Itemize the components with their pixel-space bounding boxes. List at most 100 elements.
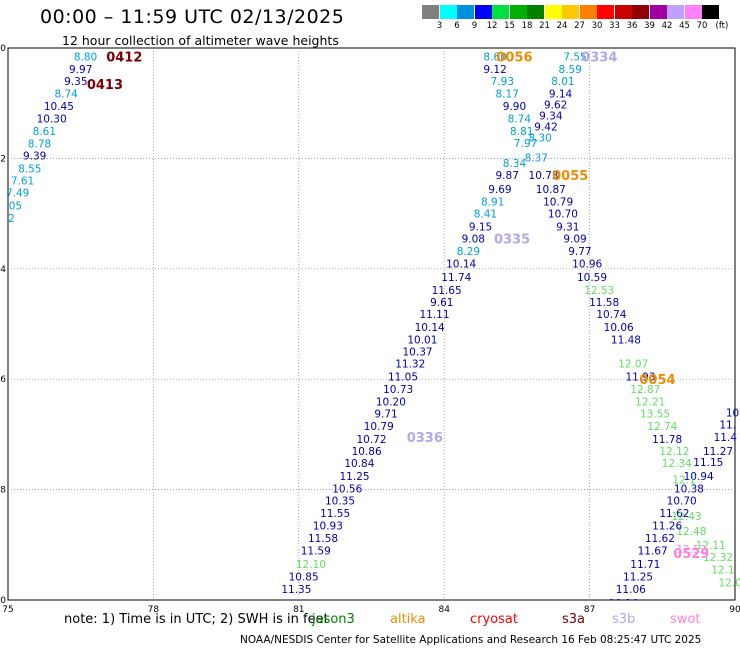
wave-height-value: 11.74 (441, 272, 471, 284)
wave-height-value: 10.74 (596, 309, 626, 321)
pass-time-label: 0054 (639, 373, 675, 388)
wave-height-value: 10.73 (383, 384, 413, 396)
wave-height-value: 9.97 (69, 64, 92, 76)
wave-height-value: 9.12 (483, 64, 506, 76)
wave-height-value: 11.62 (645, 533, 675, 545)
lon-tick-label: 90 (729, 605, 740, 615)
wave-height-value: 10.37 (403, 347, 433, 359)
wave-height-value: 10 (726, 407, 739, 419)
lat-tick-label: 58 (0, 486, 6, 496)
wave-height-value: 11.59 (301, 545, 331, 557)
wave-height-value: 8.74 (508, 114, 532, 126)
wave-height-value: 12.74 (647, 421, 677, 433)
wave-height-value: 12.1 (672, 475, 695, 487)
credit-line: NOAA/NESDIS Center for Satellite Applica… (240, 634, 701, 646)
wave-height-value: 10.56 (332, 483, 362, 495)
wave-height-value: 12.21 (635, 396, 665, 408)
wave-height-value: 9.31 (556, 221, 579, 233)
wave-height-value: 9.15 (469, 221, 492, 233)
wave-height-value: 11.58 (589, 297, 619, 309)
wave-height-value: 7.61 (11, 175, 34, 187)
wave-height-value: 12.10 (296, 559, 326, 571)
wave-height-value: 10.06 (604, 322, 634, 334)
wave-height-value: 8.41 (474, 209, 497, 221)
wave-height-value: 8.78 (28, 138, 51, 150)
satellite-label: altika (390, 612, 426, 627)
wave-height-value: 10.20 (608, 598, 638, 610)
pass-time-label: 0412 (106, 50, 142, 65)
wave-height-value: 11.71 (630, 559, 660, 571)
pass-time-label: 0336 (407, 431, 443, 446)
wave-height-value: 11.4 (714, 432, 738, 444)
wave-height-value: 8.02 (0, 213, 15, 225)
wave-height-value: 9.87 (496, 170, 519, 182)
wave-height-value: 11.48 (611, 334, 641, 346)
wave-height-value: 8.74 (54, 88, 78, 100)
pass-time-label: 0055 (552, 169, 588, 184)
wave-height-value: 10.87 (536, 184, 566, 196)
wave-height-value: 8.17 (496, 88, 519, 100)
wave-height-value: 10.86 (352, 446, 382, 458)
wave-height-value: 9.90 (503, 101, 526, 113)
wave-height-value: 8.80 (74, 51, 97, 63)
lat-tick-label: 50 (0, 44, 6, 54)
wave-height-value: 9.39 (23, 151, 46, 163)
wave-height-value: 11.67 (638, 545, 668, 557)
wave-height-value: 10.59 (577, 272, 607, 284)
wave-height-value: 10.85 (289, 571, 319, 583)
pass-time-label: 0056 (496, 50, 532, 65)
wave-height-value: 11.25 (340, 471, 370, 483)
wave-height-value: 10.35 (325, 496, 355, 508)
wave-height-value: 8.30 (528, 132, 551, 144)
wave-height-value: 10.70 (667, 496, 697, 508)
wave-height-value: 11.32 (395, 359, 425, 371)
wave-height-value: 11.55 (320, 508, 350, 520)
wave-height-value: 10.93 (313, 520, 343, 532)
lon-tick-label: 87 (584, 605, 595, 615)
wave-height-value: 10.84 (344, 458, 374, 470)
wave-height-value: 12.07 (618, 359, 648, 371)
lon-tick-label: 75 (2, 605, 13, 615)
wave-height-value: 11.05 (388, 371, 418, 383)
satellite-label: s3b (612, 612, 635, 627)
wave-height-value: 7.49 (6, 188, 29, 200)
wave-height-value: 10.70 (548, 209, 578, 221)
lat-tick-label: 56 (0, 375, 6, 385)
wave-height-value: 11.35 (281, 584, 311, 596)
lon-tick-label: 84 (438, 605, 450, 615)
wave-height-value: 9.09 (563, 233, 586, 245)
wave-height-value: 11.78 (652, 434, 682, 446)
wave-height-value: 12.43 (672, 511, 702, 523)
satellite-label: jason3 (312, 612, 355, 627)
data-layer: 8.809.979.358.7410.4510.308.618.789.398.… (0, 50, 740, 609)
pass-time-label: 0334 (581, 50, 617, 65)
wave-height-value: 10.79 (364, 421, 394, 433)
satellite-label: cryosat (470, 612, 518, 627)
wave-height-value: 11.06 (616, 584, 646, 596)
satellite-label: s3a (562, 612, 585, 627)
wave-height-value: 11. (719, 419, 736, 431)
lat-tick-label: 54 (0, 265, 6, 275)
wave-height-value: 11.15 (693, 457, 723, 469)
wave-height-value: 8.29 (457, 246, 480, 258)
wave-height-value: 10.72 (356, 434, 386, 446)
wave-height-value: 10.45 (44, 101, 74, 113)
wave-height-value: 7.93 (491, 76, 514, 88)
wave-height-value: 12.1 (711, 565, 734, 577)
wave-height-value: 8.59 (559, 64, 582, 76)
wave-height-value: 8.91 (481, 196, 504, 208)
wave-height-value: 11.65 (432, 285, 462, 297)
pass-time-label: 0413 (87, 78, 123, 93)
wave-height-value: 12.53 (584, 285, 614, 297)
wave-height-value: 12.0 (718, 577, 740, 589)
pass-time-label: 0529 (673, 547, 709, 562)
wave-height-value: 12.12 (659, 446, 689, 458)
wave-height-value: 10.14 (446, 258, 476, 270)
wave-height-value: 9.69 (488, 184, 511, 196)
wave-height-value: 8.01 (551, 76, 574, 88)
wave-height-value: 10.14 (415, 322, 445, 334)
wave-height-value: 8.55 (18, 163, 41, 175)
wave-height-value: 8.37 (525, 152, 548, 164)
wave-height-value: 11.58 (308, 533, 338, 545)
